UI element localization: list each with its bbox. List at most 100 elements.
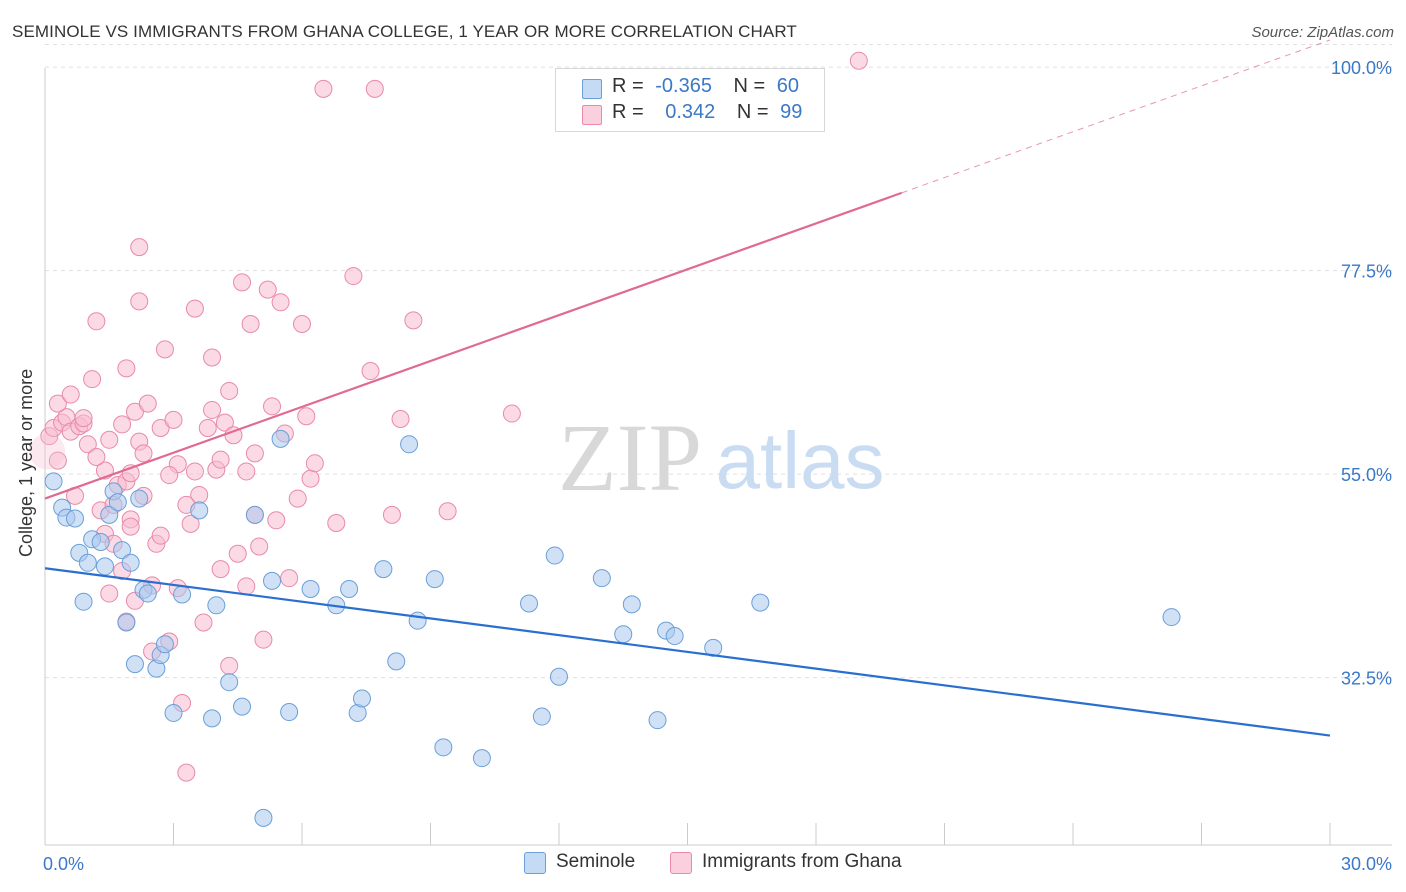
- seminole-point: [614, 625, 633, 644]
- seminole-point: [387, 652, 406, 671]
- ghana-point: [100, 584, 119, 603]
- watermark-zip: ZIP: [558, 404, 702, 511]
- seminole-point: [434, 738, 453, 757]
- seminole-point: [203, 709, 222, 728]
- r-label: R =: [612, 101, 644, 123]
- chart-source: Source: ZipAtlas.com: [1251, 24, 1394, 41]
- n-value: 99: [780, 101, 803, 123]
- ghana-swatch: [582, 105, 602, 125]
- seminole-point: [44, 472, 63, 491]
- r-label: R =: [612, 75, 644, 97]
- y-tick-label: 77.5%: [1341, 262, 1392, 282]
- ghana-point: [250, 537, 269, 556]
- ghana-point: [314, 79, 333, 98]
- ghana-point: [241, 315, 260, 334]
- seminole-point: [263, 571, 282, 590]
- ghana-legend-swatch: [670, 852, 692, 874]
- ghana-point: [233, 273, 252, 292]
- ghana-point: [61, 385, 80, 404]
- ghana-point: [78, 435, 97, 454]
- ghana-point: [125, 402, 144, 421]
- ghana-point: [100, 430, 119, 449]
- seminole-point: [751, 593, 770, 612]
- seminole-point: [130, 489, 149, 508]
- seminole-point: [545, 546, 564, 565]
- ghana-point: [87, 447, 106, 466]
- ghana-point: [48, 394, 67, 413]
- ghana-point: [344, 267, 363, 286]
- ghana-point: [849, 51, 868, 70]
- ghana-cluster-point: [29, 433, 66, 470]
- seminole-point: [113, 541, 132, 560]
- stats-legend: R = -0.365 N = 60 R = 0.342 N = 99: [555, 68, 825, 132]
- seminole-trend-line: [44, 567, 1331, 737]
- ghana-point: [130, 292, 149, 311]
- regression-lines: [44, 39, 1331, 737]
- ghana-point: [305, 454, 324, 473]
- ghana-point: [134, 444, 153, 463]
- legend-label: Immigrants from Ghana: [702, 851, 902, 872]
- tick-labels: 100.0% 77.5% 55.0% 32.5% 0.0% 30.0%: [43, 58, 1392, 874]
- ghana-point: [280, 569, 299, 588]
- ghana-point: [297, 407, 316, 426]
- ghana-point: [237, 462, 256, 481]
- seminole-point: [550, 667, 568, 686]
- ghana-point: [121, 517, 140, 536]
- seminole-point: [425, 570, 444, 589]
- ghana-point: [155, 340, 174, 359]
- seminole-point: [520, 594, 539, 613]
- series-ghana-points: [29, 51, 868, 782]
- seminole-legend-swatch: [524, 852, 546, 874]
- seminole-point: [280, 703, 299, 722]
- legend-label: Seminole: [556, 851, 636, 872]
- watermark: ZIP atlas: [558, 404, 884, 511]
- ghana-point: [215, 413, 234, 432]
- ghana-point: [160, 466, 179, 485]
- seminole-point: [301, 580, 320, 599]
- ghana-point: [138, 394, 157, 413]
- y-tick-label: 32.5%: [1341, 669, 1392, 689]
- seminole-point: [472, 749, 491, 768]
- ghana-point: [301, 469, 320, 488]
- seminole-point: [108, 493, 127, 512]
- seminole-point: [164, 703, 183, 722]
- ghana-point: [48, 451, 67, 470]
- seminole-point: [532, 707, 551, 726]
- seminole-point: [220, 673, 239, 692]
- ghana-point: [288, 489, 307, 508]
- axes: [44, 68, 1392, 846]
- seminole-point: [622, 595, 641, 614]
- ghana-point: [404, 311, 423, 330]
- seminole-point: [74, 592, 93, 611]
- seminole-point: [665, 627, 684, 646]
- ghana-point: [293, 315, 311, 334]
- ghana-point: [237, 577, 256, 596]
- seminole-point: [245, 505, 264, 524]
- watermark-atlas: atlas: [716, 416, 885, 505]
- ghana-point: [151, 419, 170, 438]
- ghana-point: [220, 656, 239, 675]
- y-tick-label: 55.0%: [1341, 465, 1392, 485]
- ghana-point: [185, 299, 204, 318]
- ghana-point: [164, 410, 183, 429]
- ghana-point: [365, 79, 384, 98]
- ghana-point: [177, 763, 196, 782]
- seminole-point: [233, 697, 252, 716]
- ghana-point: [391, 409, 410, 428]
- seminole-point: [374, 560, 393, 579]
- ghana-point: [382, 505, 401, 524]
- ghana-point: [203, 400, 222, 419]
- seminole-point: [117, 613, 136, 632]
- x-tick-label: 0.0%: [43, 854, 84, 874]
- ghana-point: [83, 370, 102, 389]
- seminole-point: [100, 505, 119, 524]
- ghana-point: [267, 511, 286, 530]
- ghana-point: [203, 348, 222, 367]
- seminole-point: [207, 596, 226, 615]
- seminole-point: [78, 553, 97, 572]
- seminole-point: [352, 689, 371, 708]
- ghana-point: [151, 526, 170, 545]
- ghana-point: [198, 419, 217, 438]
- ghana-point: [181, 514, 200, 533]
- ghana-point: [87, 312, 106, 331]
